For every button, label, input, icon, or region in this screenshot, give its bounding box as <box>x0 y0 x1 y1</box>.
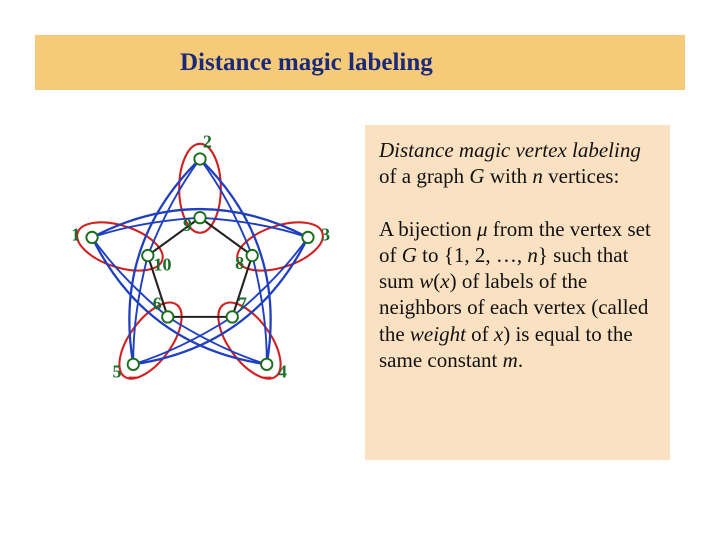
svg-text:10: 10 <box>153 255 171 275</box>
graph-panel: 2 3 4 5 1 9 8 7 6 10 <box>60 125 340 420</box>
symbol-G-2: G <box>402 243 417 267</box>
svg-text:7: 7 <box>238 293 247 313</box>
definition-panel: Distance magic vertex labeling of a grap… <box>365 125 670 460</box>
graph-diagram: 2 3 4 5 1 9 8 7 6 10 <box>60 125 340 420</box>
svg-text:5: 5 <box>112 362 121 382</box>
symbol-n-2: n <box>527 243 538 267</box>
svg-text:8: 8 <box>235 253 244 273</box>
svg-text:6: 6 <box>153 293 162 313</box>
svg-text:2: 2 <box>203 132 212 152</box>
page-title: Distance magic labeling <box>180 49 433 77</box>
symbol-n: n <box>532 164 543 188</box>
definition-para-2: A bijection μ from the vertex set of G t… <box>379 216 656 374</box>
symbol-mu: μ <box>477 217 488 241</box>
svg-text:3: 3 <box>321 224 330 244</box>
symbol-x-2: x <box>494 322 503 346</box>
definition-para-1: Distance magic vertex labeling of a grap… <box>379 137 656 190</box>
symbol-G: G <box>469 164 484 188</box>
svg-text:1: 1 <box>71 224 80 244</box>
svg-text:4: 4 <box>278 362 287 382</box>
term-dmvl: Distance magic vertex labeling <box>379 138 641 162</box>
symbol-w: w <box>419 269 433 293</box>
term-weight: weight <box>410 322 466 346</box>
symbol-x: x <box>440 269 449 293</box>
svg-text:9: 9 <box>183 215 192 235</box>
symbol-m: m <box>503 348 518 372</box>
title-bar: Distance magic labeling <box>35 35 685 90</box>
